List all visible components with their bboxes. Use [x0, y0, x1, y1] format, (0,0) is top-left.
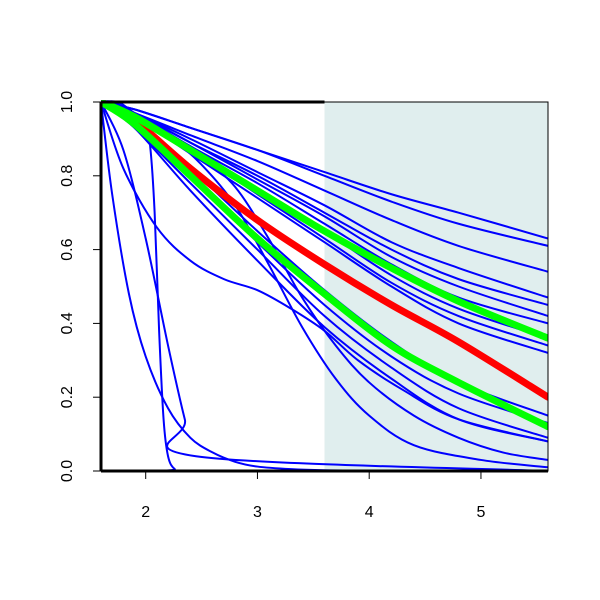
y-tick-label: 0.0	[59, 460, 76, 482]
x-tick-label: 2	[141, 504, 150, 521]
series-line-17-blue	[101, 101, 548, 443]
y-tick-label: 0.4	[59, 312, 76, 334]
series-line-22-green	[101, 100, 548, 342]
series-layer	[101, 100, 548, 473]
y-tick-label: 0.8	[59, 165, 76, 187]
series-line-20-blue	[101, 101, 548, 472]
x-tick-label: 3	[253, 504, 262, 521]
y-tick-label: 0.2	[59, 386, 76, 408]
axes-layer: 2 3 4 5 0.0 0.2 0.4 0.6 0.8 1.0	[59, 91, 549, 521]
y-tick-label: 0.6	[59, 238, 76, 260]
y-tick-label: 1.0	[59, 91, 76, 113]
x-tick-label: 4	[365, 504, 374, 521]
series-line-2-blue	[101, 101, 548, 247]
x-tick-label: 5	[476, 504, 485, 521]
series-line-23-green	[101, 100, 548, 431]
